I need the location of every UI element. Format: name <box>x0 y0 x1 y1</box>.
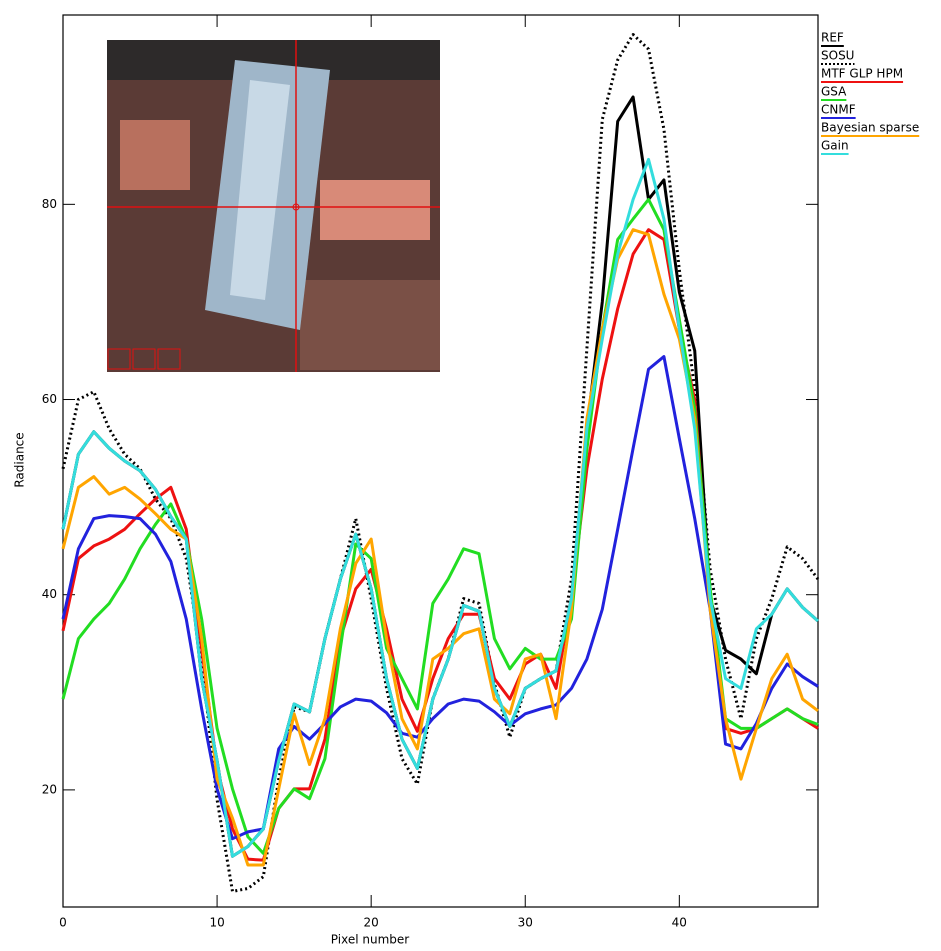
legend-label: MTF GLP HPM <box>821 67 903 81</box>
inset-image <box>107 40 440 372</box>
x-tick-label: 30 <box>518 916 533 930</box>
inset-patch <box>320 180 430 240</box>
x-tick-label: 0 <box>59 916 67 930</box>
x-tick-label: 10 <box>209 916 224 930</box>
plot-frame <box>62 14 819 908</box>
legend-label: CNMF <box>821 103 856 117</box>
x-axis-title: Pixel number <box>331 933 409 947</box>
inset-button[interactable] <box>107 348 131 370</box>
series-line <box>61 157 819 858</box>
x-tick-label: 40 <box>672 916 687 930</box>
inset-marker <box>292 203 300 211</box>
inset-patch <box>300 280 440 370</box>
legend-label: REF <box>821 31 844 45</box>
y-tick-label: 80 <box>42 197 57 211</box>
inset-building <box>230 80 290 300</box>
y-tick-label: 60 <box>42 392 57 406</box>
x-tick-label: 20 <box>364 916 379 930</box>
legend-label: Bayesian sparse <box>821 121 919 135</box>
inset-button[interactable] <box>132 348 156 370</box>
legend-label: SOSU <box>821 49 854 63</box>
y-axis-title: Radiance <box>13 432 27 487</box>
inset-patch <box>120 120 190 190</box>
series-line <box>61 355 819 841</box>
y-tick-label: 20 <box>42 782 57 796</box>
legend-label: GSA <box>821 85 847 99</box>
y-tick-label: 40 <box>42 587 57 601</box>
inset-button[interactable] <box>157 348 181 370</box>
legend-label: Gain <box>821 139 849 153</box>
